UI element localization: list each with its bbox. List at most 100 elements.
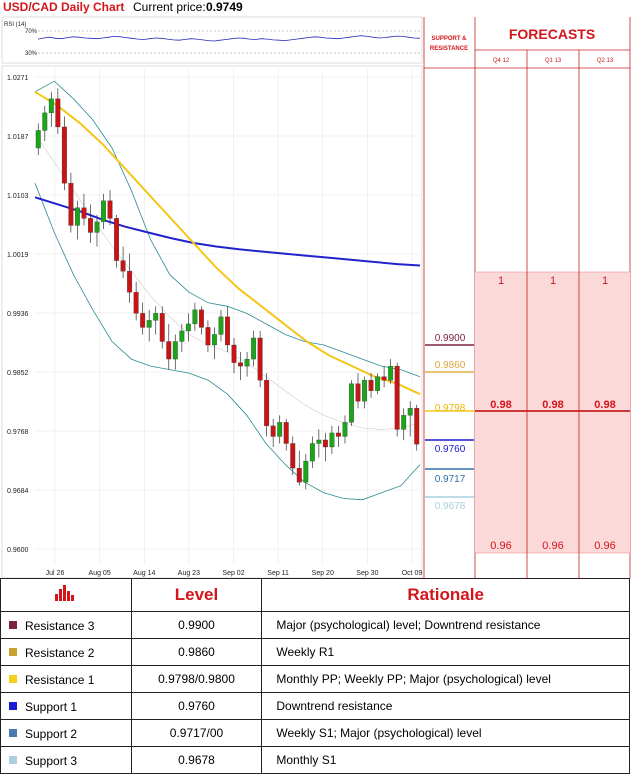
candle-bearish <box>55 98 61 128</box>
candle-bullish <box>35 130 41 149</box>
level-name: Support 2 <box>25 726 78 741</box>
candle-bullish <box>362 380 367 402</box>
candle-bearish <box>61 126 67 184</box>
forecast-col-q4-12: Q4 12 <box>493 58 510 64</box>
table-row: Support 2 0.9717/00 Weekly S1; Major (ps… <box>0 719 630 747</box>
candle-bullish <box>375 376 381 391</box>
candle-bullish <box>185 323 191 332</box>
level-value: 0.9860 <box>130 638 263 666</box>
candle-bearish <box>225 316 230 346</box>
table-row: Resistance 1 0.9798/0.9800 Monthly PP; W… <box>0 665 630 693</box>
candle-bearish <box>198 309 204 328</box>
candle-bearish <box>355 383 361 402</box>
candle-bullish <box>192 309 198 325</box>
level-swatch <box>9 756 17 765</box>
table-row: Resistance 3 0.9900 Major (psychological… <box>0 611 630 639</box>
candle-bullish <box>277 422 283 437</box>
y-tick-label: 0.9936 <box>7 311 29 318</box>
candle-bullish <box>244 358 250 367</box>
candle-bullish <box>74 207 80 226</box>
table-row: Resistance 2 0.9860 Weekly R1 <box>0 638 630 666</box>
levels-table: Level Rationale Resistance 3 0.9900 Majo… <box>0 578 630 774</box>
candle-bullish <box>251 337 257 360</box>
level-value: 0.9678 <box>130 746 263 774</box>
forecast-bottom-q2-13: 0.96 <box>594 540 615 552</box>
level-rationale: Monthly S1 <box>261 746 630 774</box>
candle-bearish <box>81 207 87 219</box>
forecast-col-q2-13: Q2 13 <box>597 58 614 64</box>
y-tick-label: 0.9768 <box>7 429 29 436</box>
forecast-col-q1-13: Q1 13 <box>545 58 562 64</box>
candle-bullish <box>101 200 106 223</box>
chart-title: USD/CAD Daily Chart <box>3 0 124 14</box>
candle-bearish <box>140 313 146 328</box>
candle-bullish <box>94 221 100 233</box>
level-name: Resistance 2 <box>25 645 95 660</box>
candle-bullish <box>349 383 354 423</box>
level-swatch <box>9 648 17 657</box>
candle-bullish <box>316 439 322 444</box>
forecasts-heading: FORECASTS <box>509 26 595 42</box>
level-label-r3: 0.9900 <box>435 333 466 344</box>
x-tick-label: Sep 02 <box>222 570 244 577</box>
level-label-r2: 0.9860 <box>435 360 466 371</box>
candle-bearish <box>231 344 237 363</box>
level-rationale: Weekly S1; Major (psychological) level <box>261 719 630 747</box>
candle-bearish <box>238 362 243 367</box>
level-name: Resistance 3 <box>25 618 95 633</box>
level-swatch <box>9 729 17 738</box>
rsi-level-70: 70% <box>25 29 38 35</box>
y-tick-label: 1.0271 <box>7 75 29 82</box>
candle-bullish <box>48 98 54 114</box>
forecast-mid-q4-12: 0.98 <box>490 399 511 411</box>
x-tick-label: Aug 14 <box>133 570 155 577</box>
candle-bullish <box>388 365 394 381</box>
rsi-panel: RSI (14) 70% 30% <box>1 16 423 64</box>
candle-bearish <box>290 443 296 469</box>
candle-bearish <box>368 380 374 391</box>
candle-bullish <box>401 415 407 430</box>
candle-bearish <box>114 218 120 261</box>
level-name: Resistance 1 <box>25 672 95 687</box>
candle-bullish <box>179 330 185 342</box>
forecast-top-q2-13: 1 <box>602 275 608 287</box>
y-tick-label: 0.9852 <box>7 370 29 377</box>
forecast-top-q4-12: 1 <box>498 275 504 287</box>
forecast-shaded-area <box>475 272 630 553</box>
level-value: 0.9760 <box>130 692 263 720</box>
candle-bullish <box>342 422 348 437</box>
candle-bullish <box>212 334 217 346</box>
bollinger-upper-line <box>34 80 421 378</box>
main-plot: 1.0271 1.0187 1.0103 1.0019 0.9936 0.9852 0.97… <box>1 65 423 578</box>
level-rationale: Downtrend resistance <box>261 692 630 720</box>
x-axis-ticks: Jul 26 Aug 05 Aug 14 Aug 23 Sep 02 Sep 11 Sep … <box>46 570 423 577</box>
table-row: Support 1 0.9760 Downtrend resistance <box>0 692 630 720</box>
moving-average-yellow <box>34 90 421 396</box>
level-rationale: Weekly R1 <box>261 638 630 666</box>
rationale-header: Rationale <box>261 578 630 612</box>
level-rationale: Monthly PP; Weekly PP; Major (psychologi… <box>261 665 630 693</box>
level-name: Support 1 <box>25 699 78 714</box>
bars-icon-cell <box>0 578 132 612</box>
candle-bearish <box>159 313 165 342</box>
candle-bearish <box>264 380 270 427</box>
candle-bullish <box>146 320 152 328</box>
candle-bullish <box>309 443 315 462</box>
forecast-bottom-q1-13: 0.96 <box>542 540 563 552</box>
rsi-label: RSI (14) <box>4 22 26 28</box>
levels-table-header: Level Rationale <box>0 578 630 612</box>
y-tick-label: 1.0187 <box>7 134 29 141</box>
candles <box>35 88 420 490</box>
candle-bullish <box>407 408 413 416</box>
y-tick-label: 0.9684 <box>7 488 29 495</box>
candle-bullish <box>153 313 159 321</box>
current-price: 0.9749 <box>206 0 243 14</box>
level-label-r1: 0.9798 <box>435 403 466 414</box>
y-tick-label: 1.0019 <box>7 252 29 259</box>
sr-heading-line2: RESISTANCE <box>430 46 468 52</box>
sr-heading-line1: SUPPORT & <box>431 36 467 42</box>
y-tick-label: 1.0103 <box>7 193 29 200</box>
moving-average-blue <box>34 196 421 267</box>
level-swatch <box>9 621 17 630</box>
y-axis-ticks: 1.0271 1.0187 1.0103 1.0019 0.9936 0.9852 0.97… <box>7 75 29 554</box>
